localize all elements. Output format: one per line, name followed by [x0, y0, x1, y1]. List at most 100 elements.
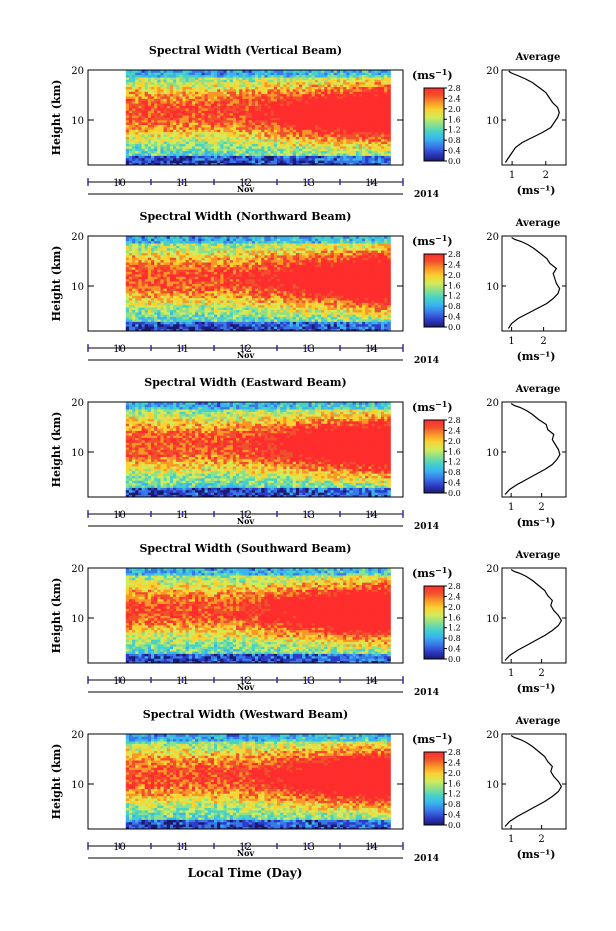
heatmap-cell	[258, 143, 262, 147]
heatmap-cell	[151, 105, 155, 109]
heatmap-cell	[169, 136, 174, 140]
heatmap-cell	[321, 117, 325, 121]
heatmap-cell	[195, 257, 199, 261]
heatmap-cell	[128, 103, 133, 107]
heatmap-cell	[195, 323, 199, 327]
heatmap-cell	[214, 79, 218, 83]
heatmap-cell	[144, 295, 149, 299]
heatmap-cell	[355, 112, 360, 116]
heatmap-cell	[128, 81, 133, 85]
heatmap-cell	[327, 108, 331, 111]
heatmap-cell	[273, 129, 278, 133]
heatmap-cell	[154, 96, 158, 99]
heatmap-cell	[135, 295, 139, 299]
heatmap-cell	[214, 276, 218, 280]
heatmap-cell	[151, 238, 155, 242]
heatmap-cell	[185, 293, 190, 296]
heatmap-cell	[254, 115, 259, 118]
heatmap-cell	[217, 290, 221, 294]
heatmap-cell	[314, 100, 319, 104]
heatmap-cell	[343, 122, 347, 126]
heatmap-cell	[198, 307, 202, 311]
heatmap-cell	[289, 110, 294, 114]
heatmap-cell	[128, 240, 133, 244]
heatmap-cell	[229, 304, 234, 308]
heatmap-cell	[204, 281, 209, 284]
heatmap-cell	[151, 81, 155, 85]
heatmap-cell	[179, 155, 183, 159]
heatmap-cell	[302, 141, 306, 145]
heatmap-cell	[289, 105, 294, 109]
heatmap-cell	[147, 89, 152, 92]
heatmap-cell	[191, 160, 196, 164]
heatmap-cell	[154, 323, 158, 327]
heatmap-cell	[176, 295, 180, 299]
heatmap-cell	[160, 96, 164, 99]
heatmap-cell	[368, 141, 372, 145]
heatmap-cell	[349, 84, 353, 88]
heatmap-cell	[229, 74, 234, 78]
heatmap-cell	[229, 105, 234, 109]
heatmap-cell	[182, 79, 187, 83]
heatmap-cell	[151, 91, 155, 95]
heatmap-cell	[384, 119, 388, 123]
heatmap-cell	[384, 96, 388, 99]
heatmap-cell	[321, 146, 325, 149]
heatmap-cell	[157, 89, 161, 92]
heatmap-cell	[128, 266, 133, 270]
heatmap-cell	[239, 86, 243, 90]
heatmap-cell	[182, 96, 187, 99]
heatmap-cell	[191, 276, 196, 280]
heatmap-cell	[157, 257, 161, 261]
heatmap-cell	[270, 117, 275, 121]
heatmap-cell	[292, 84, 297, 88]
heatmap-cell	[173, 162, 177, 166]
heatmap-cell	[176, 247, 180, 251]
heatmap-cell	[283, 96, 287, 99]
heatmap-cell	[311, 143, 316, 147]
heatmap-cell	[169, 236, 174, 239]
heatmap-cell	[286, 117, 290, 121]
heatmap-cell	[267, 136, 272, 140]
heatmap-cell	[128, 110, 133, 114]
heatmap-cell	[214, 74, 218, 78]
heatmap-cell	[343, 86, 347, 90]
heatmap-cell	[188, 86, 193, 90]
heatmap-cell	[210, 281, 215, 284]
heatmap-cell	[151, 117, 155, 121]
heatmap-cell	[371, 153, 376, 156]
heatmap-cell	[173, 148, 177, 152]
heatmap-cell	[191, 117, 196, 121]
heatmap-cell	[289, 124, 294, 128]
heatmap-cell	[324, 122, 328, 126]
heatmap-cell	[207, 91, 212, 95]
heatmap-cell	[138, 86, 142, 90]
heatmap-cell	[210, 238, 215, 242]
heatmap-cell	[191, 326, 196, 330]
heatmap-cell	[179, 112, 183, 116]
heatmap-cell	[387, 134, 391, 137]
heatmap-cell	[128, 326, 133, 330]
heatmap-cell	[157, 247, 161, 251]
heatmap-cell	[220, 309, 224, 313]
heatmap-cell	[251, 115, 256, 118]
heatmap-cell	[377, 72, 382, 76]
heatmap-cell	[217, 252, 221, 256]
heatmap-cell	[141, 89, 146, 92]
heatmap-cell	[185, 300, 190, 303]
heatmap-cell	[135, 323, 139, 327]
heatmap-cell	[147, 304, 152, 308]
heatmap-cell	[308, 86, 313, 90]
heatmap-cell	[362, 77, 366, 80]
heatmap-cell	[267, 91, 272, 95]
heatmap-cell	[299, 103, 303, 107]
heatmap-cell	[346, 79, 350, 83]
heatmap-cell	[128, 129, 133, 133]
heatmap-cell	[125, 266, 130, 270]
heatmap-cell	[141, 321, 146, 325]
heatmap-cell	[166, 236, 171, 239]
heatmap-cell	[295, 148, 300, 152]
heatmap-cell	[204, 300, 209, 303]
heatmap-cell	[283, 119, 287, 123]
heatmap-cell	[311, 84, 316, 88]
